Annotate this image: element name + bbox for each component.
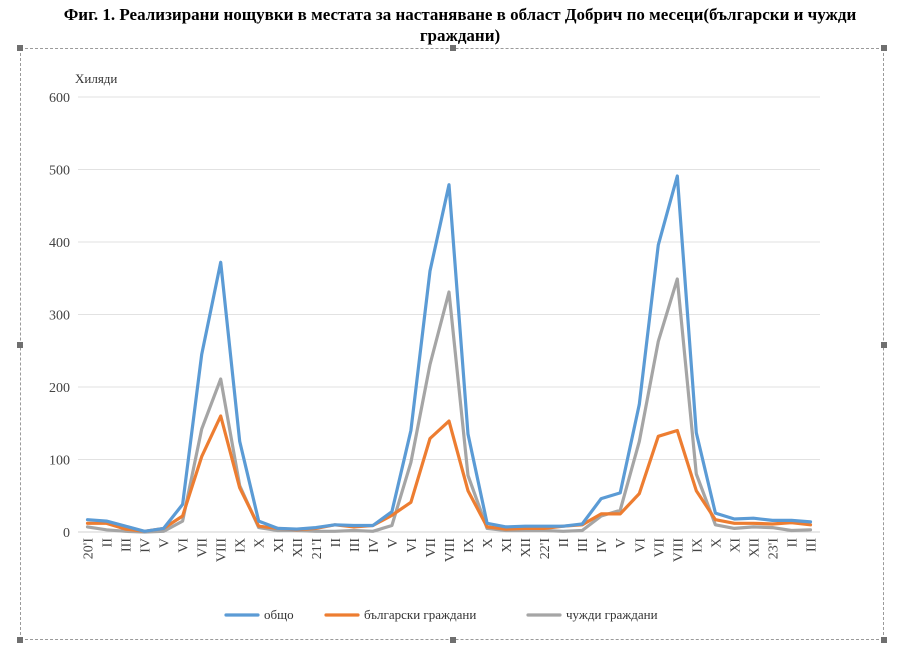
series-line-1 (85, 414, 813, 533)
x-tick-label: 21'I (310, 538, 325, 560)
y-tick-label: 0 (63, 526, 70, 541)
x-tick-label: XII (519, 538, 534, 558)
x-tick-label: V (614, 538, 629, 548)
series-line-0 (85, 174, 813, 533)
x-tick-label: VI (177, 538, 192, 553)
x-tick-label: XI (500, 538, 515, 553)
x-tick-label: 23'I (766, 538, 781, 560)
x-tick-label: V (386, 538, 401, 548)
x-tick-label: VII (424, 538, 439, 558)
x-tick-label: XII (747, 538, 762, 558)
x-tick-label: II (557, 538, 572, 548)
legend: общо български граждани чужди граждани (224, 607, 658, 622)
resize-handle-bottom-middle[interactable] (450, 637, 456, 643)
x-tick-label: II (785, 538, 800, 548)
y-axis-label: Хиляди (75, 71, 117, 86)
chart-title: Фиг. 1. Реализирани нощувки в местата за… (63, 5, 857, 45)
x-tick-label: IV (367, 538, 382, 553)
x-tick-label: III (576, 538, 591, 552)
x-tick-label: III (348, 538, 363, 552)
x-tick-label: VI (633, 538, 648, 553)
resize-handle-middle-right[interactable] (881, 342, 887, 348)
x-tick-label: XI (728, 538, 743, 553)
x-tick-label: X (709, 538, 724, 548)
gridlines (78, 96, 820, 533)
y-tick-label: 400 (49, 236, 70, 251)
x-tick-label: III (804, 538, 819, 552)
x-tick-label: IV (595, 538, 610, 553)
y-tick-label: 100 (49, 454, 70, 469)
x-tick-label: V (158, 538, 173, 548)
x-tick-label: II (329, 538, 344, 548)
x-tick-label: 20'I (82, 538, 97, 560)
legend-label: общо (264, 607, 294, 622)
y-tick-label: 500 (49, 164, 70, 179)
x-axis-ticks: 20'I II III IV V VI VII VIII IX X XI XII 21'I II III IV… (82, 538, 820, 562)
y-tick-label: 600 (49, 91, 70, 106)
x-tick-label: IX (462, 538, 477, 553)
x-tick-label: XI (272, 538, 287, 553)
resize-handle-top-left[interactable] (17, 45, 23, 51)
x-tick-label: IX (690, 538, 705, 553)
series-lines (85, 174, 813, 534)
y-tick-label: 300 (49, 309, 70, 324)
x-tick-label: II (101, 538, 116, 548)
resize-handle-top-middle[interactable] (450, 45, 456, 51)
series-line-2 (85, 277, 813, 534)
x-tick-label: VI (405, 538, 420, 553)
y-axis-ticks: 0 100 200 300 400 500 600 (49, 91, 70, 541)
x-tick-label: VIII (443, 538, 458, 562)
resize-handle-bottom-right[interactable] (881, 637, 887, 643)
x-tick-label: VIII (215, 538, 230, 562)
x-tick-label: XII (291, 538, 306, 558)
x-tick-label: X (481, 538, 496, 548)
x-tick-label: VII (196, 538, 211, 558)
resize-handle-middle-left[interactable] (17, 342, 23, 348)
x-tick-label: X (253, 538, 268, 548)
x-tick-label: 22'I (538, 538, 553, 560)
y-tick-label: 200 (49, 381, 70, 396)
x-tick-label: VIII (671, 538, 686, 562)
resize-handle-bottom-left[interactable] (17, 637, 23, 643)
legend-label: чужди граждани (566, 607, 658, 622)
x-tick-label: IV (139, 538, 154, 553)
x-tick-label: III (120, 538, 135, 552)
resize-handle-top-right[interactable] (881, 45, 887, 51)
legend-label: български граждани (364, 607, 476, 622)
x-tick-label: VII (652, 538, 667, 558)
x-tick-label: IX (234, 538, 249, 553)
